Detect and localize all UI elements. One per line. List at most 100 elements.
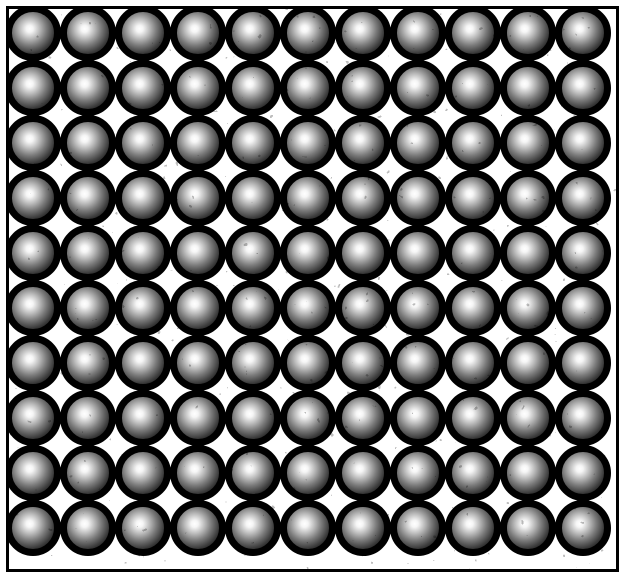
sphere <box>170 445 226 501</box>
sphere <box>115 60 171 116</box>
sphere <box>335 225 391 281</box>
sphere <box>170 115 226 171</box>
sphere <box>225 6 281 61</box>
sphere <box>335 335 391 391</box>
sphere <box>115 115 171 171</box>
sphere <box>115 6 171 61</box>
sphere <box>60 60 116 116</box>
sphere <box>335 500 391 556</box>
sphere <box>555 500 611 556</box>
sphere <box>335 280 391 336</box>
sphere <box>60 115 116 171</box>
sphere <box>390 390 446 446</box>
sphere <box>115 170 171 226</box>
sphere <box>60 500 116 556</box>
sphere <box>225 335 281 391</box>
sphere <box>6 445 61 501</box>
sphere <box>170 225 226 281</box>
figure-frame <box>6 6 619 572</box>
sphere <box>6 390 61 446</box>
sphere <box>170 280 226 336</box>
sphere <box>6 500 61 556</box>
sphere <box>225 500 281 556</box>
sphere <box>335 6 391 61</box>
sphere <box>500 335 556 391</box>
sphere <box>445 60 501 116</box>
sphere <box>225 390 281 446</box>
sphere <box>555 335 611 391</box>
sphere <box>500 445 556 501</box>
sphere <box>390 60 446 116</box>
sphere <box>390 170 446 226</box>
sphere <box>280 60 336 116</box>
sphere <box>390 500 446 556</box>
sphere <box>225 280 281 336</box>
sphere <box>280 115 336 171</box>
sphere <box>280 390 336 446</box>
sphere <box>280 280 336 336</box>
sphere <box>500 225 556 281</box>
sphere <box>115 390 171 446</box>
sphere <box>170 170 226 226</box>
sphere <box>390 445 446 501</box>
sphere <box>170 500 226 556</box>
sphere <box>445 500 501 556</box>
sphere <box>445 445 501 501</box>
sphere <box>445 115 501 171</box>
sphere <box>445 390 501 446</box>
sphere <box>500 115 556 171</box>
sphere-grid <box>9 9 616 569</box>
sphere <box>555 115 611 171</box>
sphere <box>280 445 336 501</box>
sphere <box>555 280 611 336</box>
sphere <box>335 115 391 171</box>
sphere <box>6 280 61 336</box>
sphere <box>115 280 171 336</box>
sphere <box>555 445 611 501</box>
sphere <box>225 445 281 501</box>
sphere <box>6 225 61 281</box>
sphere <box>170 390 226 446</box>
sphere <box>6 335 61 391</box>
sphere <box>390 280 446 336</box>
sphere <box>60 390 116 446</box>
sphere <box>335 445 391 501</box>
sphere <box>445 170 501 226</box>
sphere <box>555 225 611 281</box>
sphere <box>115 500 171 556</box>
sphere <box>390 335 446 391</box>
sphere <box>60 225 116 281</box>
sphere <box>60 445 116 501</box>
sphere <box>6 60 61 116</box>
sphere <box>555 390 611 446</box>
sphere <box>555 60 611 116</box>
sphere <box>280 170 336 226</box>
sphere <box>335 170 391 226</box>
sphere <box>500 280 556 336</box>
sphere <box>500 500 556 556</box>
sphere <box>280 335 336 391</box>
sphere <box>225 60 281 116</box>
sphere <box>445 335 501 391</box>
sphere <box>335 390 391 446</box>
sphere <box>225 115 281 171</box>
sphere <box>555 170 611 226</box>
sphere <box>225 225 281 281</box>
sphere <box>225 170 281 226</box>
sphere <box>555 6 611 61</box>
sphere <box>60 280 116 336</box>
sphere <box>6 6 61 61</box>
sphere <box>445 280 501 336</box>
sphere <box>445 225 501 281</box>
sphere <box>115 445 171 501</box>
sphere <box>115 225 171 281</box>
sphere <box>6 170 61 226</box>
sphere <box>390 6 446 61</box>
sphere <box>280 225 336 281</box>
sphere <box>170 335 226 391</box>
sphere <box>500 6 556 61</box>
sphere <box>445 6 501 61</box>
sphere <box>280 500 336 556</box>
sphere <box>60 170 116 226</box>
sphere <box>170 6 226 61</box>
